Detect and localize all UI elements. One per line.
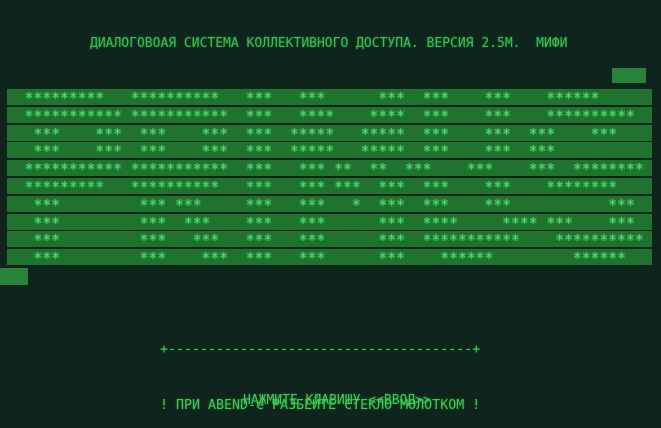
press-enter-prompt: НАЖМИТЕ КЛАВИШУ <<ВВОД>> [243,393,431,408]
banner-row: *********** *********** *** **** **** **… [7,107,652,125]
system-title: ДИАЛОГОВОАЯ СИСТЕМА КОЛЛЕКТИВНОГО ДОСТУП… [90,36,568,51]
banner-row: ********* ********** *** *** *** *** ***… [7,89,652,107]
cursor-block-top-right [612,68,646,83]
banner-row-stars: *** *** *** *** *** *** ****** ****** [7,250,626,267]
banner-row-stars: *** *** *** *** *** *** **** **** *** **… [7,215,635,232]
banner-row: *** *** *** *** *** *** ****** ****** [7,249,652,267]
warning-box-border-top: +--------------------------------------+ [160,342,481,357]
banner-row-stars: *** *** *** *** *** ***** ***** *** *** … [7,126,618,143]
banner-row: *** *** *** *** *** *** *********** ****… [7,231,652,249]
cursor-block-bottom-left [0,268,28,285]
banner-row: *** *** *** *** *** ***** ***** *** *** … [7,142,652,160]
warning-box: +--------------------------------------+… [160,304,480,428]
banner-row: *** *** *** *** *** *** **** **** *** **… [7,214,652,232]
banner-row-stars: *** *** *** *** *** ***** ***** *** *** … [7,143,556,160]
banner-row-stars: *********** *********** *** **** **** **… [7,108,635,125]
banner-row-stars: ********* ********** *** *** *** *** ***… [7,90,600,107]
banner-row-stars: ********* ********** *** *** *** *** ***… [7,179,618,196]
banner-row: ********* ********** *** *** *** *** ***… [7,178,652,196]
banner-row: *** *** *** *** *** * *** *** *** *** [7,196,652,214]
banner-row-stars: *** *** *** *** *** * *** *** *** *** [7,197,635,214]
banner-row-stars: *** *** *** *** *** *** *********** ****… [7,232,644,249]
banner-row: *** *** *** *** *** ***** ***** *** *** … [7,125,652,143]
banner-row: *********** *********** *** *** ** ** **… [7,160,652,178]
banner-row-stars: *********** *********** *** *** ** ** **… [7,161,644,178]
ascii-art-banner: ********* ********** *** *** *** *** ***… [7,89,652,269]
warning-box-text: ! ПРИ ABEND-е РАЗБЕЙТЕ СТЕКЛО МОЛОТКОМ ! [160,397,481,413]
